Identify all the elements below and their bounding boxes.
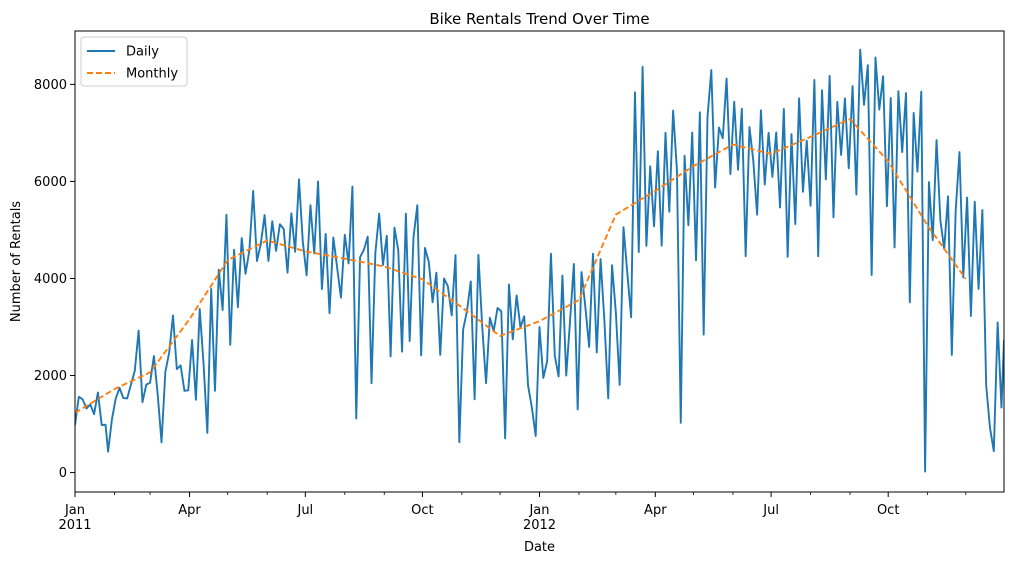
y-tick-label: 6000 (34, 175, 67, 190)
series-line-daily (75, 48, 1004, 473)
x-tick-label: Apr (644, 503, 667, 518)
x-tick-label: Jul (762, 503, 779, 518)
series-line-monthly (75, 118, 967, 414)
y-tick-label: 8000 (34, 78, 67, 93)
legend: Daily Monthly (80, 36, 188, 87)
x-axis-label: Date (524, 540, 555, 555)
y-axis: 0 2000 4000 6000 8000 (34, 78, 75, 481)
x-tick-label: Jan (64, 503, 85, 518)
x-tick-label: Apr (178, 503, 201, 518)
series-layer (75, 48, 1004, 473)
y-tick-label: 2000 (34, 369, 67, 384)
y-axis-label: Number of Rentals (9, 201, 24, 322)
legend-label-daily: Daily (126, 45, 159, 60)
x-tick-label: Jul (296, 503, 313, 518)
x-tick-year-label: 2011 (58, 518, 91, 533)
x-tick-label: Oct (411, 503, 433, 518)
chart-title: Bike Rentals Trend Over Time (429, 10, 649, 28)
x-tick-year-label: 2012 (523, 518, 556, 533)
y-tick-label: 4000 (34, 272, 67, 287)
legend-label-monthly: Monthly (126, 67, 178, 82)
y-tick-label: 0 (59, 466, 67, 481)
x-tick-label: Oct (877, 503, 899, 518)
x-tick-label: Jan (528, 503, 549, 518)
